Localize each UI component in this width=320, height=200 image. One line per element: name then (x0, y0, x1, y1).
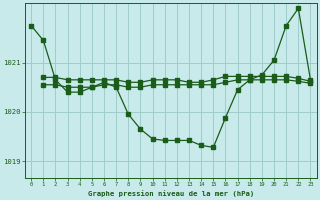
X-axis label: Graphe pression niveau de la mer (hPa): Graphe pression niveau de la mer (hPa) (88, 190, 254, 197)
